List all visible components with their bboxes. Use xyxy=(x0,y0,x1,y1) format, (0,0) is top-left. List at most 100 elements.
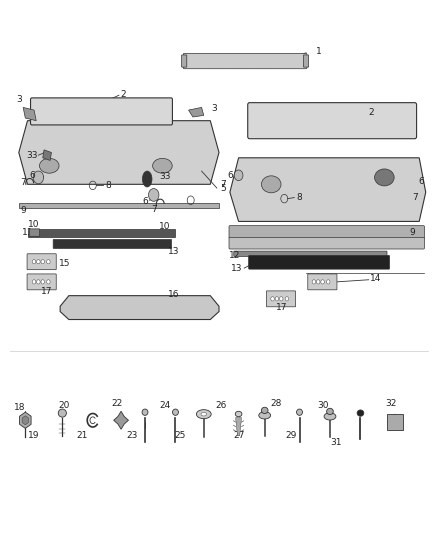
Polygon shape xyxy=(60,296,219,319)
Polygon shape xyxy=(19,120,219,184)
Text: 10: 10 xyxy=(159,222,170,231)
Polygon shape xyxy=(114,411,128,429)
Text: 29: 29 xyxy=(285,431,297,440)
Ellipse shape xyxy=(235,411,242,417)
Text: 19: 19 xyxy=(28,431,40,440)
Text: 1: 1 xyxy=(316,47,322,56)
Text: 10: 10 xyxy=(28,220,40,229)
Text: 14: 14 xyxy=(370,274,381,283)
Text: 8: 8 xyxy=(297,193,302,202)
FancyBboxPatch shape xyxy=(29,229,40,236)
Polygon shape xyxy=(22,416,28,425)
FancyBboxPatch shape xyxy=(27,274,56,290)
Circle shape xyxy=(275,297,279,301)
Text: 2: 2 xyxy=(368,108,374,117)
FancyBboxPatch shape xyxy=(304,55,309,67)
Text: 17: 17 xyxy=(41,287,53,296)
Text: 21: 21 xyxy=(76,431,88,440)
Text: 18: 18 xyxy=(14,402,25,411)
Text: 6: 6 xyxy=(418,177,424,186)
Text: 20: 20 xyxy=(59,401,70,410)
Text: 26: 26 xyxy=(215,401,227,410)
Text: 15: 15 xyxy=(59,259,70,268)
Text: 32: 32 xyxy=(385,399,396,408)
Ellipse shape xyxy=(327,408,333,415)
Circle shape xyxy=(47,280,50,284)
Ellipse shape xyxy=(261,176,281,193)
Ellipse shape xyxy=(201,413,207,416)
Ellipse shape xyxy=(58,409,67,417)
Circle shape xyxy=(317,280,320,284)
Text: 3: 3 xyxy=(212,104,218,113)
FancyBboxPatch shape xyxy=(184,53,307,69)
FancyBboxPatch shape xyxy=(266,291,296,307)
Circle shape xyxy=(234,170,243,181)
Circle shape xyxy=(148,189,159,201)
Text: 8: 8 xyxy=(105,181,111,190)
Ellipse shape xyxy=(324,413,336,420)
Polygon shape xyxy=(43,150,51,160)
FancyBboxPatch shape xyxy=(31,98,173,125)
Ellipse shape xyxy=(297,409,303,415)
Text: 5: 5 xyxy=(220,183,226,192)
Polygon shape xyxy=(23,108,36,120)
Text: 9: 9 xyxy=(410,228,416,237)
Text: 33: 33 xyxy=(159,172,170,181)
Text: 11: 11 xyxy=(22,228,33,237)
Circle shape xyxy=(32,280,36,284)
Text: 7: 7 xyxy=(220,180,226,189)
Text: 22: 22 xyxy=(111,399,122,408)
Circle shape xyxy=(326,280,330,284)
Text: 3: 3 xyxy=(16,95,21,104)
FancyBboxPatch shape xyxy=(234,251,387,256)
Text: 30: 30 xyxy=(318,401,329,410)
Text: 24: 24 xyxy=(159,401,170,410)
Ellipse shape xyxy=(374,169,394,186)
Ellipse shape xyxy=(196,410,211,419)
Ellipse shape xyxy=(261,407,268,414)
Circle shape xyxy=(321,280,324,284)
Ellipse shape xyxy=(39,158,59,173)
Circle shape xyxy=(37,280,40,284)
Ellipse shape xyxy=(259,412,271,419)
Circle shape xyxy=(271,297,274,301)
Text: 23: 23 xyxy=(126,431,138,440)
Circle shape xyxy=(312,280,316,284)
Polygon shape xyxy=(230,158,426,221)
Text: 13: 13 xyxy=(168,247,179,256)
Ellipse shape xyxy=(357,410,364,416)
FancyBboxPatch shape xyxy=(229,237,424,249)
Circle shape xyxy=(37,260,40,264)
Circle shape xyxy=(32,260,36,264)
Text: 25: 25 xyxy=(174,431,186,440)
Circle shape xyxy=(279,297,283,301)
Text: 17: 17 xyxy=(276,303,288,312)
Polygon shape xyxy=(20,412,31,429)
Polygon shape xyxy=(19,203,219,208)
Text: 7: 7 xyxy=(151,205,157,214)
Text: 7: 7 xyxy=(412,193,418,202)
FancyBboxPatch shape xyxy=(182,55,187,67)
Text: 6: 6 xyxy=(29,171,35,180)
Circle shape xyxy=(47,260,50,264)
Ellipse shape xyxy=(142,409,148,415)
Text: 28: 28 xyxy=(270,399,281,408)
Text: 9: 9 xyxy=(20,206,26,215)
Polygon shape xyxy=(387,414,403,430)
Polygon shape xyxy=(188,108,204,117)
Text: 12: 12 xyxy=(229,252,240,261)
FancyBboxPatch shape xyxy=(308,274,337,290)
FancyBboxPatch shape xyxy=(248,103,417,139)
FancyBboxPatch shape xyxy=(229,225,424,238)
Ellipse shape xyxy=(142,171,152,187)
Text: 33: 33 xyxy=(26,151,38,160)
FancyBboxPatch shape xyxy=(249,255,390,269)
Ellipse shape xyxy=(173,409,178,415)
Text: 27: 27 xyxy=(233,431,244,440)
Text: 2: 2 xyxy=(120,90,126,99)
Text: 16: 16 xyxy=(168,289,179,298)
Polygon shape xyxy=(28,229,176,237)
Ellipse shape xyxy=(152,158,172,173)
Circle shape xyxy=(41,280,45,284)
Text: 6: 6 xyxy=(142,197,148,206)
